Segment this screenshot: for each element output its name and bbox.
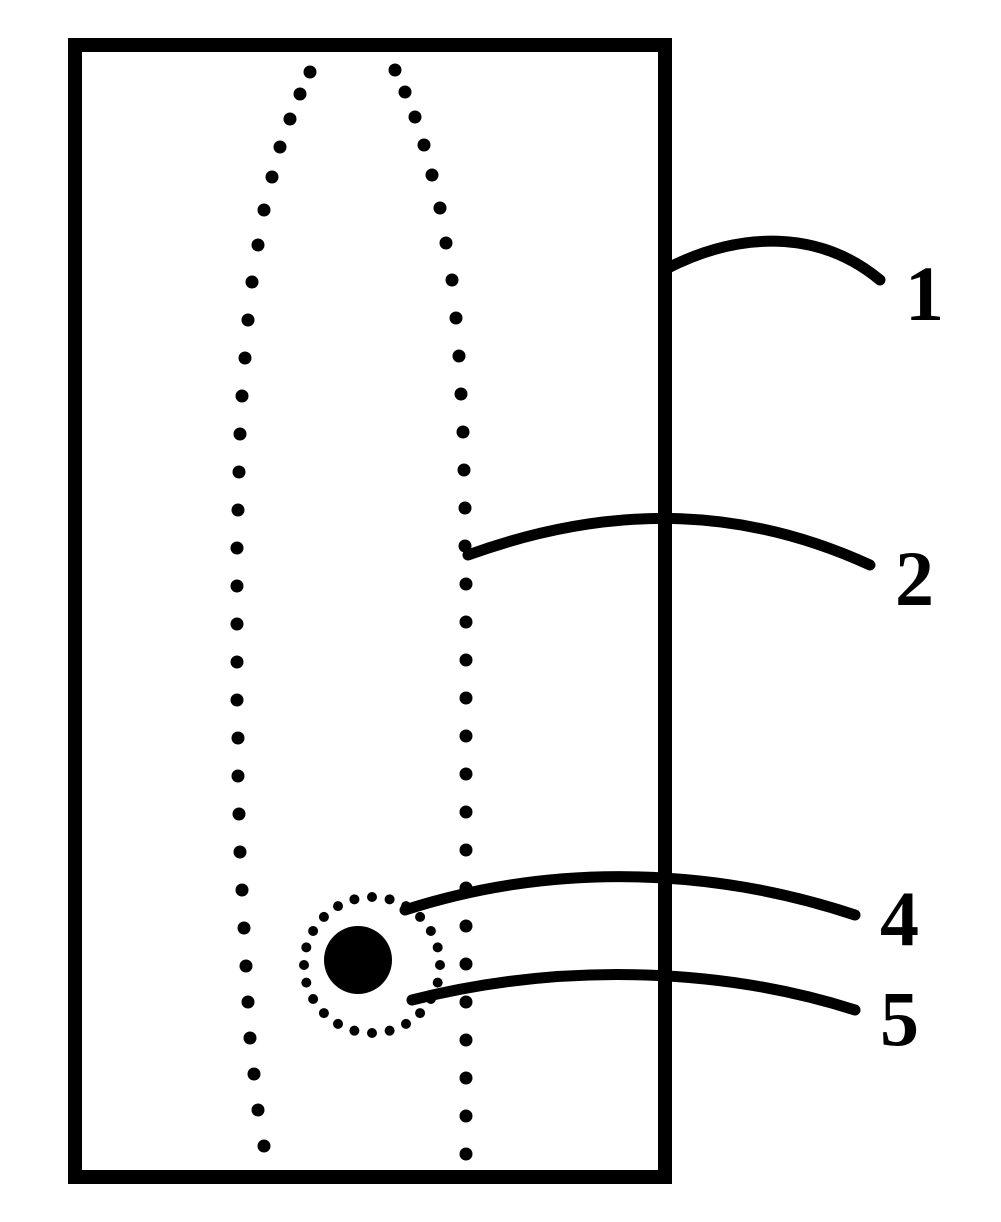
- arch-dot: [236, 390, 249, 403]
- arch-dot: [460, 768, 473, 781]
- ring-dot: [415, 1008, 425, 1018]
- arch-left: [231, 66, 317, 1153]
- arch-dot: [389, 64, 402, 77]
- arch-dot: [238, 922, 251, 935]
- arch-dot: [440, 237, 453, 250]
- arch-dot: [231, 580, 244, 593]
- arch-dot: [234, 846, 247, 859]
- arch-dot: [455, 388, 468, 401]
- arch-dot: [460, 920, 473, 933]
- ring-dot: [435, 960, 445, 970]
- arch-dot: [460, 654, 473, 667]
- arch-dot: [232, 770, 245, 783]
- arch-dot: [409, 111, 422, 124]
- arch-dot: [460, 958, 473, 971]
- arch-dot: [231, 618, 244, 631]
- ring-dot: [433, 942, 443, 952]
- arch-dot: [239, 352, 252, 365]
- label-5: 5: [880, 975, 919, 1062]
- arch-dot: [304, 66, 317, 79]
- ring-dot: [333, 901, 343, 911]
- lead-1: [664, 241, 880, 280]
- arch-dot: [274, 141, 287, 154]
- arch-dot: [244, 1032, 257, 1045]
- ring-dot: [367, 892, 377, 902]
- ring-dot: [433, 978, 443, 988]
- arch-dot: [460, 730, 473, 743]
- arch-dot: [242, 314, 255, 327]
- ring-dot: [319, 912, 329, 922]
- arch-dot: [399, 86, 412, 99]
- arch-dot: [294, 88, 307, 101]
- arch-dot: [242, 996, 255, 1009]
- arch-dot: [458, 464, 471, 477]
- ring-dot: [308, 926, 318, 936]
- ring-dot: [308, 994, 318, 1004]
- arch-dot: [248, 1068, 261, 1081]
- arch-dot: [460, 996, 473, 1009]
- label-1: 1: [905, 250, 944, 337]
- arch-dot: [236, 884, 249, 897]
- arch-dot: [266, 171, 279, 184]
- arch-dot: [460, 1148, 473, 1161]
- arch-dot: [231, 694, 244, 707]
- arch-dot: [258, 204, 271, 217]
- ring-dot: [319, 1008, 329, 1018]
- arch-dot: [252, 1104, 265, 1117]
- label-2: 2: [895, 535, 934, 622]
- ring-dot: [301, 942, 311, 952]
- arch-dot: [459, 502, 472, 515]
- ring-dot: [333, 1019, 343, 1029]
- arch-dot: [231, 656, 244, 669]
- ring-dot: [415, 912, 425, 922]
- arch-dot: [453, 350, 466, 363]
- lead-4: [405, 877, 855, 915]
- ring-dot: [385, 1026, 395, 1036]
- ring-dot: [299, 960, 309, 970]
- label-4: 4: [880, 875, 919, 962]
- arch-dot: [284, 113, 297, 126]
- arch-dot: [240, 960, 253, 973]
- arch-dot: [460, 1034, 473, 1047]
- arch-dot: [232, 504, 245, 517]
- arch-dot: [233, 808, 246, 821]
- arch-dot: [446, 274, 459, 287]
- arch-dot: [460, 806, 473, 819]
- arch-dot: [418, 139, 431, 152]
- ring-dot: [349, 894, 359, 904]
- arch-dot: [426, 169, 439, 182]
- ring-dot: [401, 1019, 411, 1029]
- ring-dot: [426, 926, 436, 936]
- ring-dot: [349, 1026, 359, 1036]
- ring-dot: [385, 894, 395, 904]
- arch-dot: [258, 1140, 271, 1153]
- arch-dot: [231, 542, 244, 555]
- arch-dot: [246, 276, 259, 289]
- arch-dot: [460, 692, 473, 705]
- arch-dot: [434, 202, 447, 215]
- filled-marker: [324, 926, 392, 994]
- diagram-canvas: 1 2 4 5: [0, 0, 1001, 1222]
- arch-dot: [252, 239, 265, 252]
- arch-dot: [232, 732, 245, 745]
- lead-5: [412, 975, 855, 1010]
- arch-dot: [460, 844, 473, 857]
- arch-dot: [457, 426, 470, 439]
- arch-dot: [234, 428, 247, 441]
- arch-dot: [233, 466, 246, 479]
- arch-dot: [460, 616, 473, 629]
- ring-dot: [301, 978, 311, 988]
- arch-dot: [450, 312, 463, 325]
- outer-frame: [75, 45, 665, 1177]
- arch-dot: [460, 1110, 473, 1123]
- ring-dot: [367, 1028, 377, 1038]
- arch-dot: [460, 1072, 473, 1085]
- arch-dot: [460, 578, 473, 591]
